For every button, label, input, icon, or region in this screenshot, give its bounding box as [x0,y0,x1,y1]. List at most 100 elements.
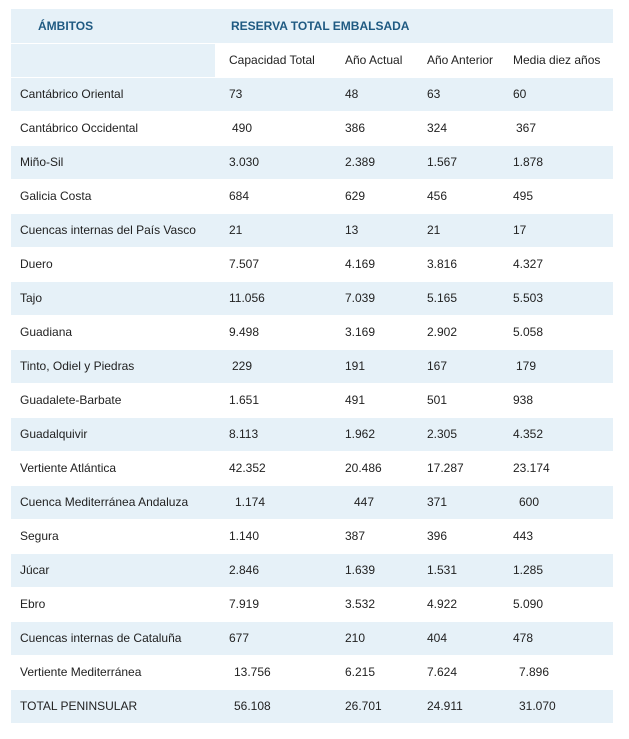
row-name-cell: Miño-Sil [11,145,215,180]
reservoir-table: ÁMBITOS RESERVA TOTAL EMBALSADA Capacida… [11,9,614,724]
table-row: Cuenca Mediterránea Andaluza 1.174 447 371 6… [11,485,614,520]
table-row: Júcar 2.846 1.639 1.531 1.285 [11,553,614,588]
cell-media: 1.878 [499,145,614,180]
cell-media: 4.327 [499,247,614,282]
col-header-anterior: Año Anterior [413,43,499,78]
row-name-cell: Vertiente Mediterránea [11,655,215,690]
table-row: Ebro 7.919 3.532 4.922 5.090 [11,587,614,622]
row-name-cell: Tajo [11,281,215,316]
cell-media: 7.896 [499,655,614,690]
cell-actual: 13 [331,213,413,248]
row-name-cell: Guadiana [11,315,215,350]
cell-capacidad: 684 [215,179,331,214]
cell-anterior: 371 [413,485,499,520]
cell-capacidad: 21 [215,213,331,248]
table-row: Cantábrico Occidental 490 386 324 367 [11,111,614,146]
cell-media: 5.058 [499,315,614,350]
cell-anterior: 5.165 [413,281,499,316]
cell-actual: 6.215 [331,655,413,690]
cell-capacidad: 7.919 [215,587,331,622]
table-row: Segura 1.140 387 396 443 [11,519,614,554]
cell-anterior: 396 [413,519,499,554]
row-name-cell: Cuenca Mediterránea Andaluza [11,485,215,520]
table-body: Cantábrico Oriental 73 48 63 60 Cantábrico Oc… [11,77,614,724]
cell-actual: 1.639 [331,553,413,588]
cell-capacidad: 56.108 [215,689,331,724]
cell-anterior: 2.902 [413,315,499,350]
cell-media: 443 [499,519,614,554]
table-row: Vertiente Mediterránea 13.756 6.215 7.624 7.… [11,655,614,690]
row-name-cell: Cantábrico Occidental [11,111,215,146]
cell-actual: 387 [331,519,413,554]
cell-actual: 3.532 [331,587,413,622]
header-row-sub: Capacidad Total Año Actual Año Anterior … [11,43,614,78]
cell-anterior: 1.531 [413,553,499,588]
table-header: ÁMBITOS RESERVA TOTAL EMBALSADA Capacida… [11,9,614,78]
row-name-cell: Ebro [11,587,215,622]
cell-actual: 20.486 [331,451,413,486]
cell-actual: 7.039 [331,281,413,316]
cell-capacidad: 490 [215,111,331,146]
cell-actual: 3.169 [331,315,413,350]
table-row: Cuencas internas del País Vasco 21 13 21 17 [11,213,614,248]
cell-media: 5.503 [499,281,614,316]
cell-capacidad: 1.651 [215,383,331,418]
cell-capacidad: 9.498 [215,315,331,350]
cell-capacidad: 677 [215,621,331,656]
cell-anterior: 63 [413,77,499,112]
cell-capacidad: 73 [215,77,331,112]
cell-actual: 48 [331,77,413,112]
row-name-cell: Galicia Costa [11,179,215,214]
table-row: Guadalete-Barbate 1.651 491 501 938 [11,383,614,418]
header-blank-cell [11,43,215,78]
cell-media: 31.070 [499,689,614,724]
cell-anterior: 1.567 [413,145,499,180]
cell-actual: 629 [331,179,413,214]
cell-actual: 191 [331,349,413,384]
cell-actual: 26.701 [331,689,413,724]
cell-media: 495 [499,179,614,214]
cell-anterior: 2.305 [413,417,499,452]
cell-media: 478 [499,621,614,656]
cell-media: 600 [499,485,614,520]
cell-capacidad: 7.507 [215,247,331,282]
table-row: Guadalquivir 8.113 1.962 2.305 4.352 [11,417,614,452]
cell-capacidad: 1.174 [215,485,331,520]
cell-media: 938 [499,383,614,418]
col-header-actual: Año Actual [331,43,413,78]
cell-anterior: 17.287 [413,451,499,486]
row-name-cell: Guadalquivir [11,417,215,452]
cell-capacidad: 11.056 [215,281,331,316]
cell-media: 23.174 [499,451,614,486]
cell-capacidad: 13.756 [215,655,331,690]
cell-media: 5.090 [499,587,614,622]
row-name-cell: Júcar [11,553,215,588]
table-row: Tajo 11.056 7.039 5.165 5.503 [11,281,614,316]
cell-capacidad: 3.030 [215,145,331,180]
row-name-cell: Tinto, Odiel y Piedras [11,349,215,384]
cell-capacidad: 42.352 [215,451,331,486]
table-row: Miño-Sil 3.030 2.389 1.567 1.878 [11,145,614,180]
col-header-capacidad: Capacidad Total [215,43,331,78]
reservoir-table-container: ÁMBITOS RESERVA TOTAL EMBALSADA Capacida… [11,9,614,724]
ambitos-header: ÁMBITOS [11,9,215,44]
table-row: Cuencas internas de Cataluña 677 210 404 478 [11,621,614,656]
cell-actual: 2.389 [331,145,413,180]
cell-anterior: 3.816 [413,247,499,282]
cell-media: 367 [499,111,614,146]
cell-capacidad: 1.140 [215,519,331,554]
cell-anterior: 456 [413,179,499,214]
table-row: Vertiente Atlántica 42.352 20.486 17.287 23.… [11,451,614,486]
row-name-cell: Cuencas internas del País Vasco [11,213,215,248]
cell-capacidad: 8.113 [215,417,331,452]
cell-capacidad: 2.846 [215,553,331,588]
col-header-media: Media diez años [499,43,614,78]
cell-actual: 210 [331,621,413,656]
row-name-cell: Vertiente Atlántica [11,451,215,486]
cell-anterior: 324 [413,111,499,146]
cell-media: 1.285 [499,553,614,588]
cell-capacidad: 229 [215,349,331,384]
row-name-cell: Cuencas internas de Cataluña [11,621,215,656]
cell-actual: 386 [331,111,413,146]
cell-anterior: 21 [413,213,499,248]
